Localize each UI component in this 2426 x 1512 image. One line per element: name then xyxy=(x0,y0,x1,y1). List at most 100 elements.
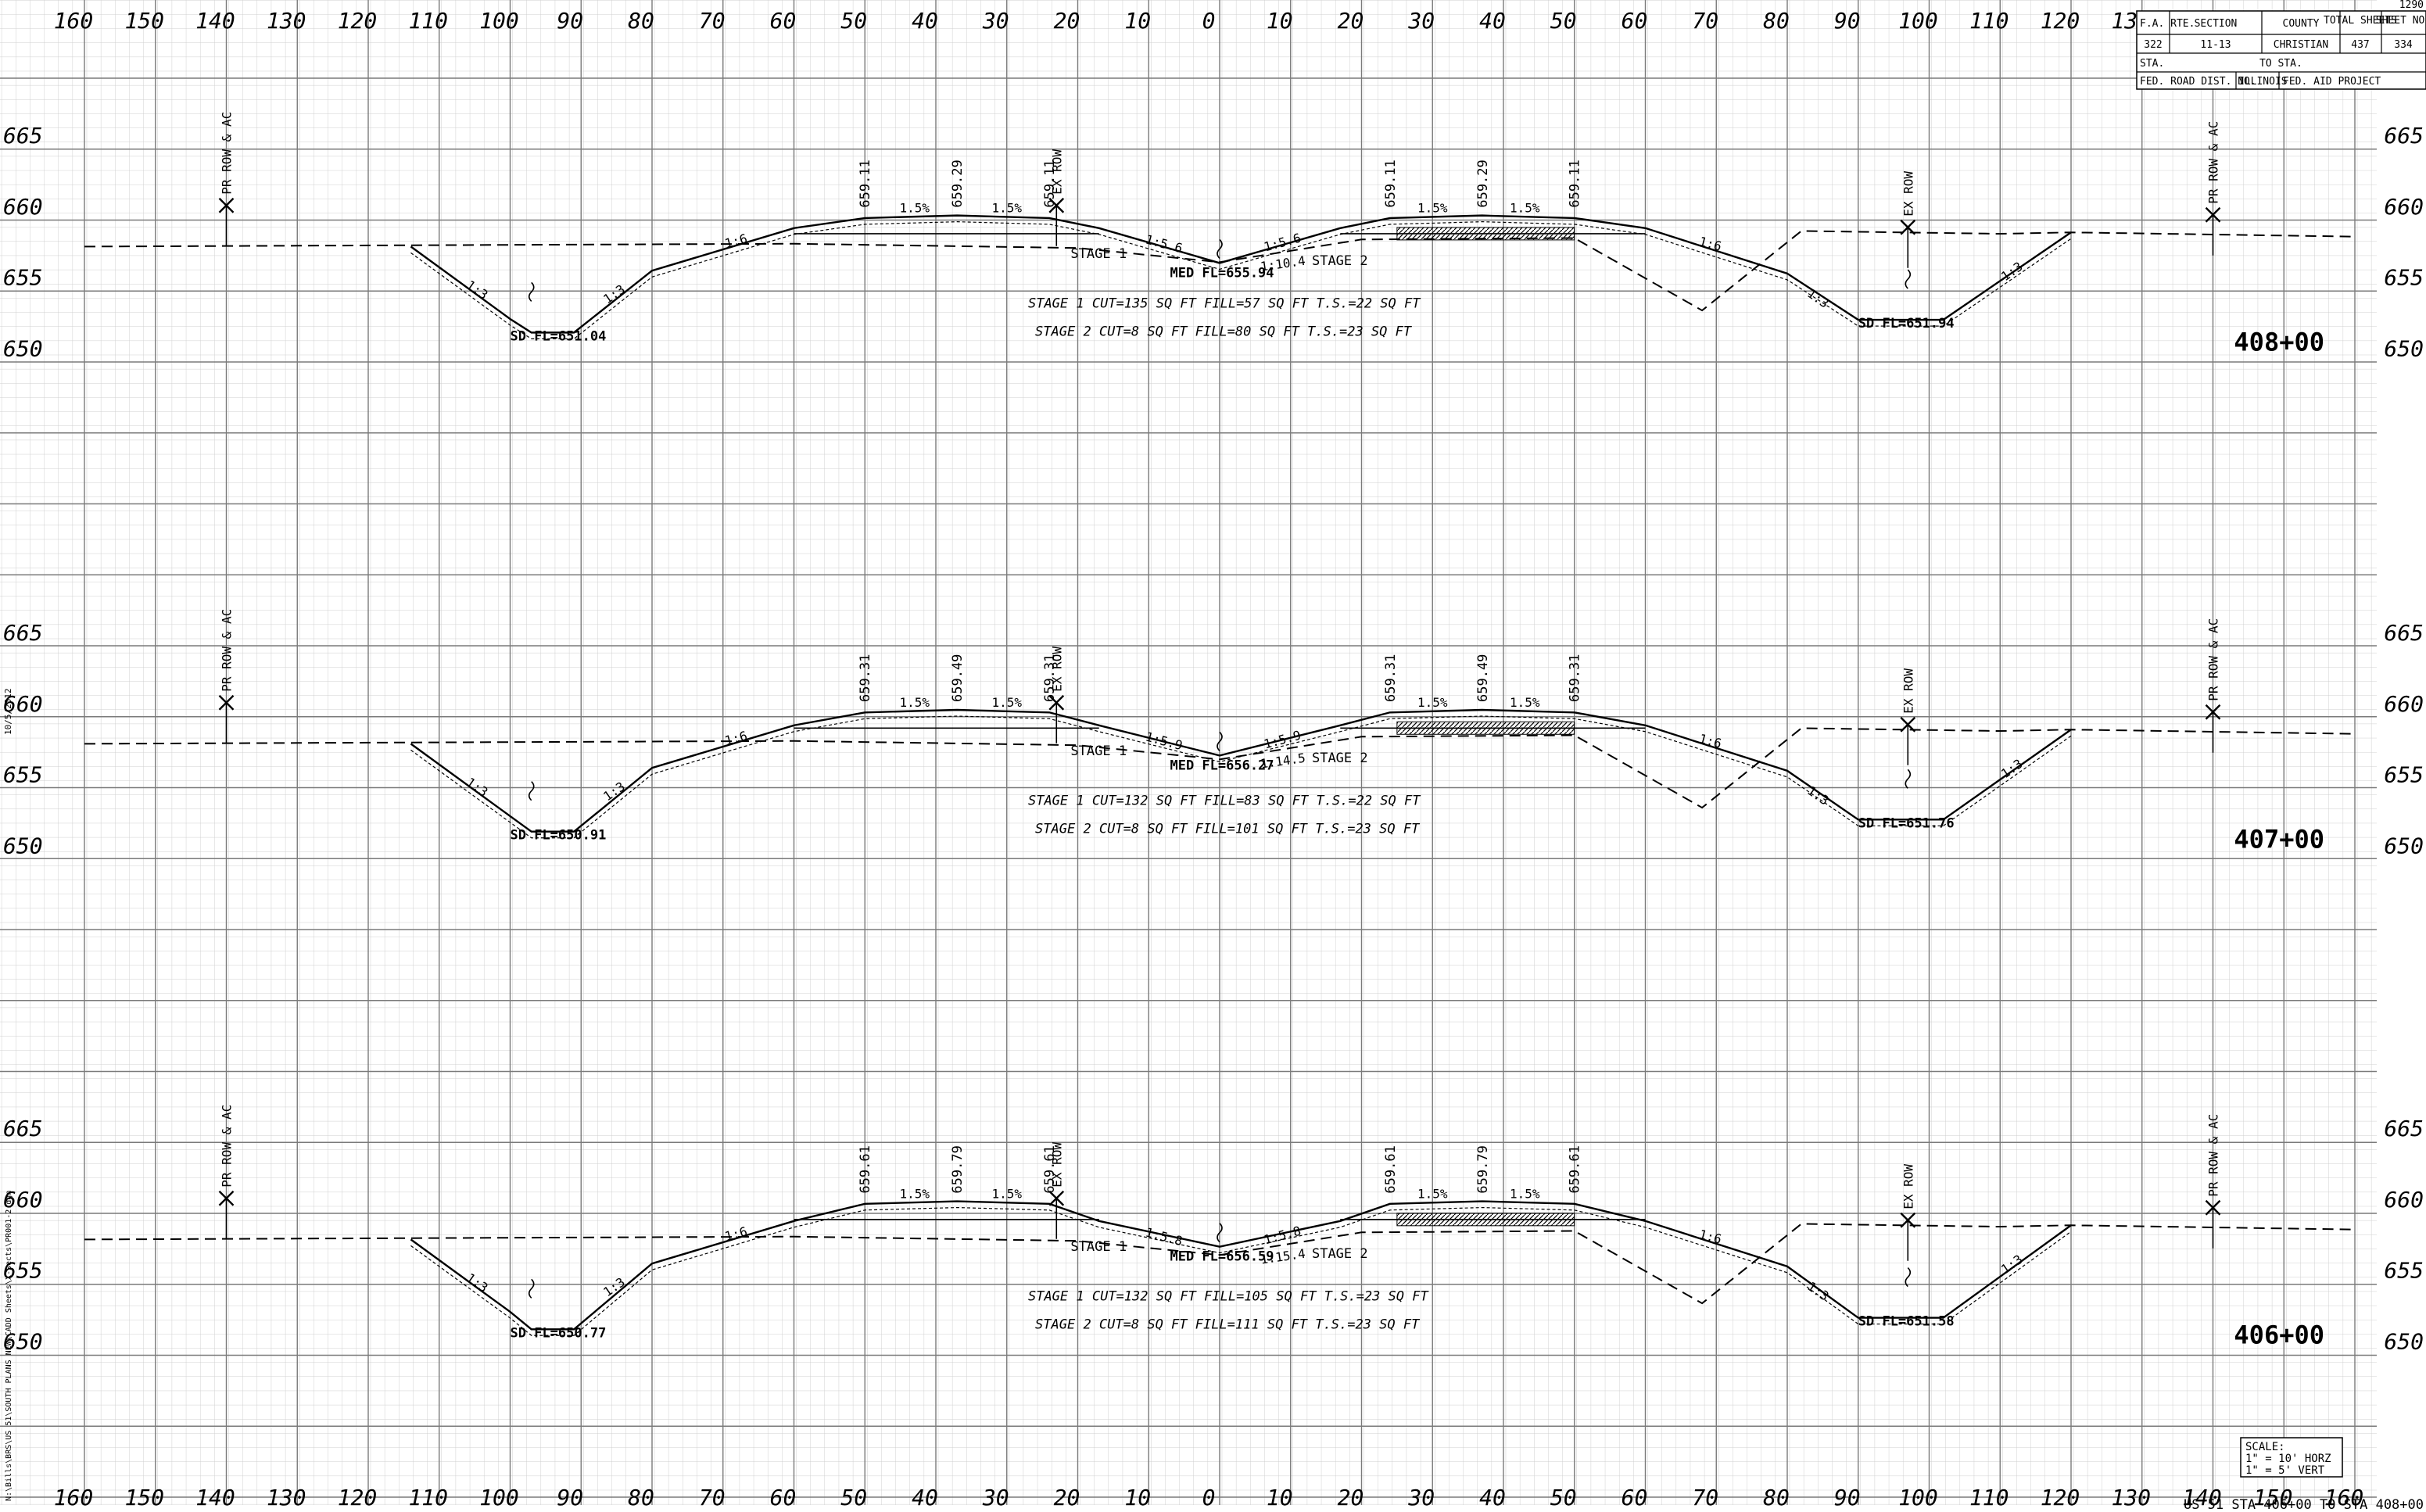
offset-label-bottom: 120 xyxy=(338,1485,378,1510)
offset-label-top: 70 xyxy=(699,8,726,34)
offset-label-bottom: 90 xyxy=(557,1485,583,1510)
grade-elevation-label: 659.61 xyxy=(858,1145,873,1193)
ex-row-left-label: EX ROW xyxy=(1049,647,1064,692)
sheet-no-value: 334 xyxy=(2394,39,2413,51)
offset-label-bottom: 40 xyxy=(912,1485,938,1510)
grade-elevation-label: 659.29 xyxy=(950,159,966,207)
ex-row-left-label: EX ROW xyxy=(1049,149,1064,195)
elevation-label-left: 655 xyxy=(3,265,43,291)
offset-label-bottom: 70 xyxy=(699,1485,726,1510)
offset-label-bottom: 150 xyxy=(124,1485,164,1510)
fed-road-dist: FED. ROAD DIST. NO. xyxy=(2140,76,2256,88)
station-label: 407+00 xyxy=(2234,824,2324,854)
stage-2-label: STAGE 2 xyxy=(1312,751,1368,766)
cross-slope-label: 1.5% xyxy=(900,1187,930,1202)
right-ditch-flowline-label: SD FL=651.76 xyxy=(1858,815,1955,831)
grade-elevation-label: 659.61 xyxy=(1568,1145,1583,1193)
existing-pavement-hatch xyxy=(1396,1213,1575,1227)
grade-elevation-label: 659.61 xyxy=(1383,1145,1399,1193)
centerline-symbol-icon xyxy=(1905,1267,1912,1288)
cross-slope-label: 1.5% xyxy=(1417,201,1448,216)
offset-label-bottom: 50 xyxy=(1550,1485,1577,1510)
stage-1-label: STAGE 1 xyxy=(1070,246,1127,262)
county-value: CHRISTIAN xyxy=(2274,39,2328,51)
grade-elevation-label: 659.11 xyxy=(1568,159,1583,207)
offset-label-top: 90 xyxy=(1834,8,1861,34)
stage-2-label: STAGE 2 xyxy=(1312,1246,1368,1262)
offset-label-top: 60 xyxy=(1622,8,1648,34)
grade-elevation-label: 659.31 xyxy=(1042,654,1058,702)
grade-elevation-label: 659.31 xyxy=(1568,654,1583,702)
elevation-label-right: 650 xyxy=(2384,335,2424,361)
grade-elevation-label: 659.79 xyxy=(1475,1145,1491,1193)
centerline-symbol-icon xyxy=(1217,238,1223,260)
centerline-symbol-icon xyxy=(1217,731,1223,752)
bottom-offset-scale: 160 150 140 130 120 110 100 90 80 70 60 50 40 30 20 10 0… xyxy=(54,1485,2364,1510)
centerline-symbol-icon xyxy=(528,1278,535,1299)
elevation-label-left: 660 xyxy=(3,1187,43,1213)
ex-row-right-label: EX ROW xyxy=(1901,668,1915,714)
pr-row-right-label: PR ROW & AC xyxy=(2206,618,2221,701)
offset-label-bottom: 40 xyxy=(1479,1485,1506,1510)
elevation-label-left: 665 xyxy=(3,123,43,149)
offset-label-top: 20 xyxy=(1338,8,1364,34)
grade-elevation-label: 659.79 xyxy=(950,1145,966,1193)
pr-row-left-marker-icon xyxy=(218,1190,235,1206)
offset-label-top: 80 xyxy=(628,8,654,34)
stage-1-label: STAGE 1 xyxy=(1070,743,1127,759)
total-sheets-value: 437 xyxy=(2351,39,2369,51)
cross-section-0: 665 665 660 660 655 655 650 650 PR ROW & AC PR RO… xyxy=(3,112,2424,361)
offset-label-top: 110 xyxy=(1969,8,2009,34)
centerline-symbol-icon xyxy=(1217,1223,1223,1243)
offset-label-top: 30 xyxy=(1407,8,1435,34)
cross-slope-label: 1.5% xyxy=(1510,695,1540,710)
pr-row-right-label: PR ROW & AC xyxy=(2206,121,2221,204)
pr-row-left-label: PR ROW & AC xyxy=(220,609,235,692)
offset-label-bottom: 0 xyxy=(1202,1485,1216,1510)
offset-label-top: 140 xyxy=(195,8,235,34)
cross-slope-label: 1.5% xyxy=(991,201,1022,216)
major-grid xyxy=(0,0,2377,1505)
existing-ground-line xyxy=(84,727,2356,809)
offset-label-top: 160 xyxy=(54,8,94,34)
elevation-label-left: 650 xyxy=(3,1328,43,1354)
cross-section-2: 665 665 660 660 655 655 650 650 PR ROW & AC PR RO… xyxy=(3,1105,2424,1354)
stage-1-quantities: STAGE 1 CUT=132 SQ FT FILL=83 SQ FT T.S.… xyxy=(1028,793,1421,808)
cross-slope-label: 1.5% xyxy=(1417,695,1448,710)
section-value: 11-13 xyxy=(2200,39,2231,51)
subgrade-line xyxy=(410,715,2072,839)
ex-row-left-marker-icon xyxy=(1048,694,1065,711)
offset-label-bottom: 110 xyxy=(408,1485,448,1510)
sheet-no-label: SHEET NO. xyxy=(2376,15,2426,27)
offset-label-top: 80 xyxy=(1763,8,1790,34)
centerline-symbol-icon xyxy=(528,281,535,302)
existing-ground-line xyxy=(84,230,2356,312)
elevation-label-left: 660 xyxy=(3,691,43,717)
offset-label-bottom: 10 xyxy=(1124,1485,1151,1510)
offset-label-bottom: 140 xyxy=(2182,1485,2222,1510)
offset-label-top: 0 xyxy=(1202,8,1216,34)
grade-elevation-label: 659.11 xyxy=(1042,159,1058,207)
proposed-profile-line xyxy=(410,214,2072,334)
offset-label-top: 120 xyxy=(338,8,378,34)
fa-rte-label: F.A. RTE. xyxy=(2140,18,2195,30)
pr-row-left-label: PR ROW & AC xyxy=(220,1105,235,1188)
centerline-symbol-icon xyxy=(528,781,535,801)
offset-label-bottom: 160 xyxy=(54,1485,94,1510)
scale-box: SCALE: 1" = 10' HORZ 1" = 5' VERT xyxy=(2240,1437,2343,1478)
elevation-label-left: 660 xyxy=(3,194,43,220)
offset-label-top: 10 xyxy=(1124,8,1151,34)
cross-slope-label: 1.5% xyxy=(1417,1187,1448,1202)
pr-row-left-marker-icon xyxy=(218,694,235,711)
subgrade-line xyxy=(410,1206,2072,1336)
offset-label-top: 60 xyxy=(770,8,797,34)
pr-row-left-marker-icon xyxy=(218,197,235,213)
stage-1-quantities: STAGE 1 CUT=135 SQ FT FILL=57 SQ FT T.S.… xyxy=(1028,296,1421,311)
cross-slope-label: 1.5% xyxy=(1510,201,1540,216)
station-label: 406+00 xyxy=(2234,1320,2324,1349)
offset-label-top: 70 xyxy=(1692,8,1718,34)
elevation-label-right: 665 xyxy=(2384,620,2424,646)
ex-row-right-label: EX ROW xyxy=(1901,1164,1915,1209)
elevation-label-right: 660 xyxy=(2384,691,2424,717)
offset-label-bottom: 80 xyxy=(1763,1485,1790,1510)
